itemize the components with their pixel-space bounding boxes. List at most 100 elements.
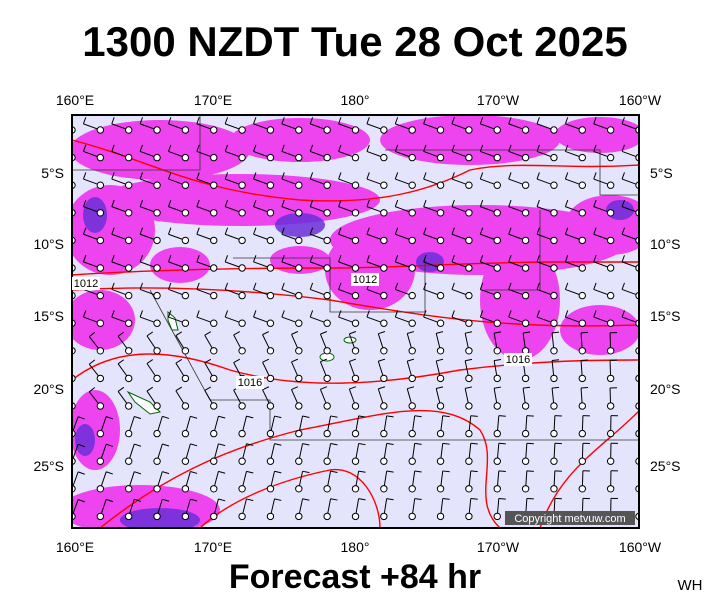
station bbox=[96, 236, 105, 245]
barb-flag bbox=[309, 117, 314, 125]
barb-flag bbox=[168, 282, 172, 290]
station bbox=[606, 291, 615, 300]
barb-flag bbox=[451, 117, 455, 125]
barb-flag bbox=[394, 255, 399, 263]
barb-flag bbox=[55, 255, 57, 262]
station bbox=[436, 374, 445, 383]
station bbox=[181, 319, 190, 327]
station bbox=[266, 485, 275, 493]
barb-flag bbox=[479, 172, 484, 180]
barb-flag bbox=[224, 172, 229, 180]
station bbox=[606, 429, 615, 438]
station bbox=[96, 347, 105, 355]
station bbox=[181, 264, 190, 272]
station bbox=[465, 374, 473, 383]
station bbox=[351, 429, 360, 438]
station bbox=[323, 181, 331, 189]
station bbox=[408, 209, 416, 217]
barb-flag bbox=[349, 386, 357, 390]
barb-flag bbox=[168, 172, 172, 180]
barb-flag bbox=[349, 331, 357, 335]
barb-flag bbox=[309, 144, 314, 152]
station bbox=[408, 429, 416, 438]
station bbox=[578, 457, 586, 465]
barb-flag bbox=[111, 172, 115, 180]
station bbox=[493, 264, 501, 272]
station bbox=[181, 485, 190, 493]
barb-flag bbox=[139, 172, 143, 180]
barb-flag bbox=[330, 470, 338, 473]
barb-flag bbox=[465, 358, 473, 362]
station bbox=[153, 181, 161, 189]
barb-flag bbox=[218, 470, 226, 474]
barb-flag bbox=[281, 117, 285, 125]
lon-label-bottom: 160°W bbox=[619, 539, 662, 555]
barb-flag bbox=[274, 498, 282, 501]
barb-flag bbox=[55, 228, 57, 235]
station bbox=[181, 347, 190, 355]
station bbox=[125, 126, 133, 134]
lat-label-left: 15°S bbox=[33, 308, 64, 324]
station bbox=[493, 181, 501, 189]
barb-flag bbox=[196, 227, 200, 235]
station bbox=[238, 236, 246, 245]
station bbox=[606, 402, 615, 410]
barb-flag bbox=[536, 144, 540, 152]
barb-flag bbox=[564, 255, 569, 263]
lat-label-left: 20°S bbox=[33, 381, 64, 397]
barb-flag bbox=[111, 144, 115, 152]
barb-flag bbox=[204, 331, 212, 336]
station bbox=[238, 429, 246, 438]
barb-flag bbox=[407, 358, 415, 362]
lat-label-right: 20°S bbox=[650, 381, 681, 397]
station bbox=[238, 264, 246, 272]
barb-flag bbox=[253, 144, 257, 152]
station bbox=[181, 181, 190, 189]
barb-flag bbox=[111, 227, 115, 235]
station bbox=[351, 347, 360, 355]
barb-staff bbox=[72, 350, 73, 351]
lon-label-top: 180° bbox=[341, 92, 370, 108]
station bbox=[210, 126, 218, 134]
barb-flag bbox=[414, 442, 422, 445]
station bbox=[408, 402, 416, 410]
barb-flag bbox=[253, 227, 257, 235]
station bbox=[380, 319, 388, 327]
barb-flag bbox=[470, 498, 478, 500]
station bbox=[210, 374, 218, 383]
barb-flag bbox=[134, 443, 142, 447]
barb-flag bbox=[366, 199, 370, 207]
barb-flag bbox=[88, 359, 96, 365]
barb-flag bbox=[386, 415, 394, 418]
barb-flag bbox=[407, 386, 415, 390]
station bbox=[210, 236, 218, 245]
barb-flag bbox=[253, 255, 257, 263]
barb-flag bbox=[366, 117, 370, 125]
station bbox=[323, 402, 331, 410]
barb-flag bbox=[196, 199, 200, 207]
station bbox=[323, 319, 331, 327]
station bbox=[351, 402, 360, 410]
barb-flag bbox=[175, 359, 183, 364]
station bbox=[550, 181, 558, 189]
barb-flag bbox=[175, 331, 183, 336]
barb-flag bbox=[593, 199, 597, 207]
station bbox=[266, 264, 275, 272]
station bbox=[323, 347, 331, 355]
station bbox=[125, 181, 133, 189]
barb-flag bbox=[82, 172, 87, 180]
station bbox=[210, 181, 218, 189]
station bbox=[550, 126, 558, 134]
barb-flag bbox=[320, 358, 328, 363]
barb-flag bbox=[338, 199, 342, 207]
barb-flag bbox=[117, 331, 125, 337]
barb-flag bbox=[281, 282, 285, 290]
station bbox=[493, 485, 501, 493]
station bbox=[436, 236, 445, 245]
station bbox=[521, 291, 530, 300]
barb-flag bbox=[291, 386, 299, 391]
station bbox=[153, 319, 161, 327]
barb-flag bbox=[358, 470, 366, 473]
station bbox=[521, 457, 530, 465]
station bbox=[436, 264, 445, 272]
